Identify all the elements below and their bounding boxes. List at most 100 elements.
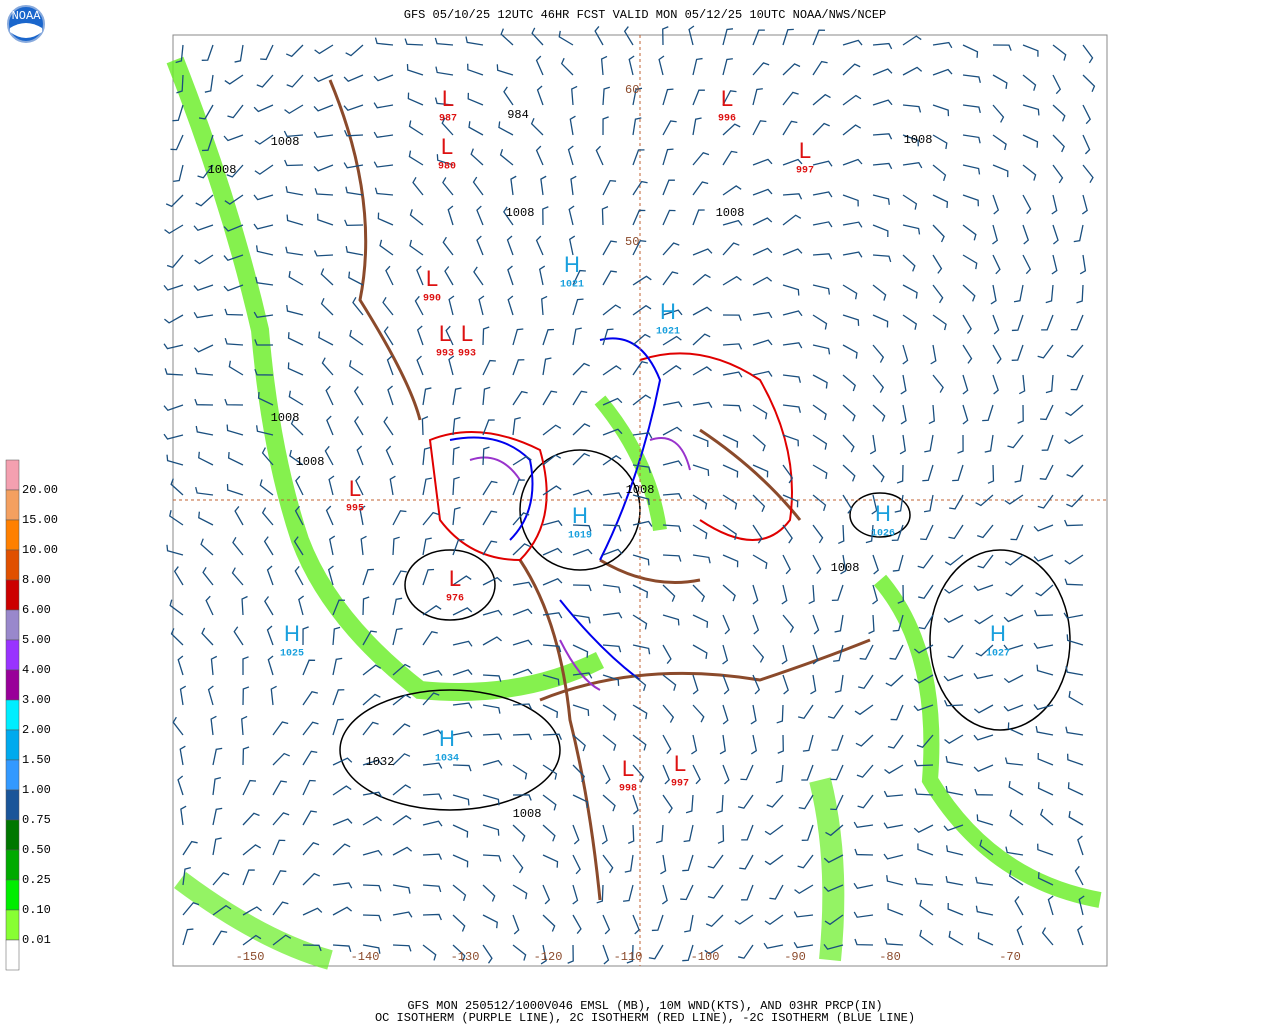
wind-barb bbox=[722, 494, 738, 510]
wind-barb bbox=[254, 134, 274, 145]
wind-barb bbox=[1081, 194, 1088, 215]
wind-barb bbox=[392, 627, 403, 646]
wind-barb bbox=[914, 759, 934, 767]
wind-barb bbox=[1035, 726, 1054, 736]
precip-band bbox=[873, 574, 1102, 908]
wind-barb bbox=[902, 134, 919, 147]
wind-barb bbox=[932, 41, 953, 49]
wind-barb bbox=[482, 480, 498, 496]
wind-barb bbox=[452, 575, 472, 586]
wind-barb bbox=[781, 584, 788, 605]
wind-barb bbox=[842, 284, 858, 300]
pressure-value: 998 bbox=[619, 784, 637, 795]
wind-barb bbox=[913, 674, 934, 684]
wind-barb bbox=[572, 298, 584, 316]
legend-label: 10.00 bbox=[22, 543, 58, 557]
wind-barb bbox=[383, 416, 394, 436]
wind-barb bbox=[512, 703, 533, 710]
wind-barb bbox=[163, 404, 184, 411]
wind-barb bbox=[662, 492, 683, 500]
wind-barb bbox=[476, 235, 484, 256]
wind-barb bbox=[1064, 434, 1084, 445]
wind-barb bbox=[662, 335, 682, 346]
wind-barb bbox=[421, 416, 429, 436]
wind-barb bbox=[452, 506, 461, 526]
wind-barb bbox=[362, 914, 382, 922]
wind-barb bbox=[386, 355, 394, 376]
wind-barb bbox=[482, 944, 493, 964]
wind-barb bbox=[737, 944, 754, 959]
wind-barb bbox=[977, 554, 994, 569]
wind-barb bbox=[600, 55, 608, 76]
wind-barb bbox=[858, 674, 874, 689]
wind-barb bbox=[692, 181, 709, 196]
wind-barb bbox=[422, 537, 432, 556]
wind-barb bbox=[542, 485, 562, 496]
wind-barb bbox=[975, 494, 994, 507]
wind-barb bbox=[496, 64, 514, 76]
wind-barb bbox=[891, 524, 904, 542]
wind-barb bbox=[452, 607, 473, 616]
wind-barb bbox=[1022, 44, 1039, 57]
wind-barb bbox=[536, 85, 544, 106]
legend-swatch bbox=[5, 759, 20, 791]
wind-barb bbox=[572, 269, 586, 286]
wind-barb bbox=[512, 733, 532, 741]
wind-barb bbox=[572, 824, 580, 845]
wind-barb bbox=[392, 944, 412, 952]
wind-barb bbox=[212, 930, 228, 946]
wind-barb bbox=[242, 746, 250, 766]
wind-barb bbox=[692, 273, 711, 286]
wind-barb bbox=[704, 944, 724, 955]
wind-barb bbox=[782, 310, 803, 317]
wind-barb bbox=[913, 644, 934, 654]
wind-barb bbox=[163, 343, 184, 350]
wind-barb bbox=[662, 704, 675, 723]
wind-barb bbox=[392, 753, 411, 766]
wind-barb bbox=[1035, 584, 1054, 597]
wind-barb bbox=[1052, 74, 1062, 95]
wind-barb bbox=[902, 224, 921, 235]
wind-barb bbox=[572, 452, 591, 466]
wind-barb bbox=[962, 314, 972, 334]
wind-barb bbox=[722, 343, 743, 350]
wind-barb bbox=[782, 284, 800, 296]
wind-barb bbox=[872, 42, 893, 50]
wind-barb bbox=[226, 484, 244, 496]
wind-barb bbox=[422, 630, 438, 646]
wind-barb bbox=[241, 595, 248, 616]
wind-barb bbox=[182, 928, 194, 946]
wind-barb bbox=[883, 790, 904, 798]
wind-barb bbox=[932, 374, 944, 393]
wind-barb bbox=[957, 434, 964, 454]
wind-barb bbox=[224, 338, 244, 346]
wind-barb bbox=[261, 447, 274, 466]
wind-barb bbox=[812, 191, 833, 198]
wind-barb bbox=[769, 884, 784, 900]
pressure-value: 990 bbox=[423, 294, 441, 305]
wind-barb bbox=[623, 26, 634, 46]
wind-barb bbox=[392, 784, 412, 796]
wind-barb bbox=[195, 486, 214, 496]
wind-barb bbox=[234, 506, 244, 526]
wind-barb bbox=[465, 36, 484, 46]
wind-barb bbox=[919, 929, 934, 946]
wind-barb bbox=[812, 253, 833, 260]
wind-barb bbox=[535, 235, 544, 256]
wind-barb bbox=[422, 762, 443, 769]
wind-barb bbox=[602, 455, 622, 466]
wind-barb bbox=[412, 176, 424, 196]
wind-barb bbox=[260, 44, 274, 61]
wind-barb bbox=[707, 854, 724, 869]
wind-barb bbox=[482, 540, 498, 556]
wind-barb bbox=[722, 644, 729, 665]
wind-barb bbox=[473, 266, 484, 286]
wind-barb bbox=[992, 44, 1012, 51]
wind-barb bbox=[602, 397, 623, 406]
wind-barb bbox=[325, 505, 334, 526]
wind-barb bbox=[974, 614, 994, 625]
wind-barb bbox=[1034, 609, 1054, 617]
wind-barb bbox=[872, 344, 885, 363]
wind-barb bbox=[452, 669, 473, 676]
